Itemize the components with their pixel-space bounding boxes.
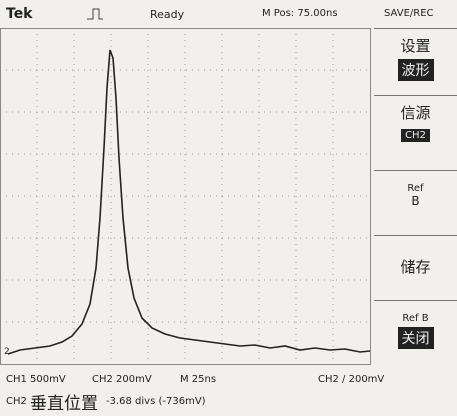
footer-action: 垂直位置 (30, 389, 98, 414)
menu-value: 波形 (398, 59, 434, 81)
position: M Pos: 75.00ns (262, 8, 338, 19)
ch1-scale: CH1 500mV (6, 374, 66, 385)
trigger-icon (85, 6, 105, 22)
menu-label: Ref B (374, 313, 457, 324)
channel-marker: 2 (4, 347, 10, 357)
trigger-setting: CH2 / 200mV (318, 374, 384, 385)
menu-title: SAVE/REC (384, 8, 434, 19)
menu-label: 设置 (374, 35, 457, 56)
footer-channel: CH2 (6, 396, 27, 407)
brand: Tek (6, 6, 33, 22)
menu-item[interactable]: Ref B 关闭 (374, 300, 457, 371)
time-scale: M 25ns (180, 374, 216, 385)
footer-offset: -3.68 divs (-736mV) (106, 396, 206, 407)
menu-value: 关闭 (398, 327, 434, 349)
menu-label: Ref (374, 183, 457, 194)
menu-value: CH2 (401, 129, 430, 142)
waveform (8, 50, 370, 354)
menu-value: B (374, 194, 457, 208)
menu-item[interactable]: 设置波形 (374, 28, 457, 95)
menu-item[interactable]: 信源 CH2 (374, 95, 457, 170)
graticule (0, 28, 372, 368)
menu-label: 储存 (374, 256, 457, 277)
scope-screen: Tek Ready M Pos: 75.00ns SAVE/REC 2 设置波形… (0, 0, 457, 416)
ch2-scale: CH2 200mV (92, 374, 152, 385)
menu-label: 信源 (374, 102, 457, 123)
menu-item[interactable]: 储存 (374, 235, 457, 300)
status: Ready (150, 8, 184, 21)
